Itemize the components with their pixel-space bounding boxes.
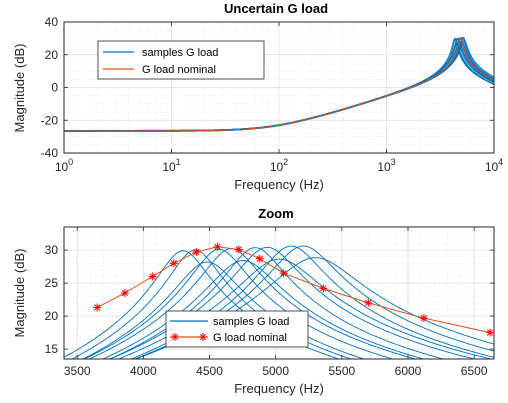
x-tick-label: 101: [162, 157, 180, 174]
y-tick-labels: 40 20 0 -20 -40: [41, 15, 59, 160]
grid: [64, 227, 494, 359]
x-tick-label: 5500: [328, 364, 355, 378]
legend-box: [97, 40, 265, 80]
nominal-asterisk-marker: [419, 314, 428, 323]
x-tick-label: 5000: [262, 364, 289, 378]
legend-samples-label: samples G load: [213, 316, 289, 328]
legend-asterisk-marker: [171, 333, 179, 341]
nominal-asterisk-marker: [279, 269, 288, 278]
series-samples-line-5: [88, 248, 418, 359]
x-tick-label: 4000: [130, 364, 157, 378]
x-axis-label: Frequency (Hz): [234, 177, 324, 192]
x-tick-label: 6500: [461, 364, 488, 378]
y-tick-labels: 30 25 20 15: [45, 243, 59, 356]
x-axis-label: Frequency (Hz): [234, 381, 324, 396]
nominal-asterisk-marker: [255, 254, 264, 263]
nominal-asterisk-marker: [120, 289, 129, 297]
x-tick-label: 100: [55, 157, 73, 174]
series-samples-line-10: [130, 245, 494, 359]
data-lines: [64, 36, 495, 132]
y-tick-label: 30: [45, 243, 59, 257]
x-tick-label: 4500: [196, 364, 223, 378]
y-tick-label: 40: [45, 15, 59, 29]
legend-samples-label: samples G load: [142, 47, 218, 59]
nominal-asterisk-marker: [148, 272, 157, 281]
legend-box: [165, 310, 309, 348]
chart-title: Uncertain G load: [224, 1, 328, 16]
legend: samples G load G load nominal: [165, 310, 309, 348]
series-samples-line-9: [117, 258, 494, 359]
nominal-asterisk-marker: [169, 259, 178, 268]
x-tick-labels: 3500 4000 4500 5000 5500 6000 6500: [64, 364, 488, 378]
nominal-asterisk-marker: [192, 248, 201, 257]
nominal-asterisk-marker: [213, 242, 222, 251]
y-tick-label: 15: [45, 342, 59, 356]
series-samples-line-4: [83, 248, 395, 359]
x-tick-label: 6000: [395, 364, 422, 378]
x-tick-labels: 100 101 102 103 104: [55, 157, 503, 174]
series-nominal-line: [64, 37, 495, 132]
y-axis-label: Magnitude (dB): [12, 44, 27, 133]
nominal-asterisk-marker: [319, 284, 328, 293]
axis-ticks: [63, 21, 495, 154]
legend: samples G load G load nominal: [97, 40, 265, 80]
axes-box: [63, 226, 495, 360]
legend-nominal-label: G load nominal: [142, 64, 216, 76]
nominal-asterisk-marker: [234, 245, 243, 254]
y-tick-label: 0: [51, 81, 58, 95]
x-tick-label: 104: [485, 157, 503, 174]
chart-title: Zoom: [258, 206, 293, 221]
legend-asterisk-marker: [199, 333, 207, 341]
y-tick-label: 25: [45, 276, 59, 290]
y-tick-label: -40: [41, 146, 59, 160]
y-tick-label: 20: [45, 48, 59, 62]
x-tick-label: 103: [377, 157, 395, 174]
chart-uncertain-g-load: Uncertain G load 100 101 102 103 104 40 20 0 -2…: [12, 1, 503, 192]
y-axis-label: Magnitude (dB): [12, 249, 27, 338]
nominal-asterisk-marker: [93, 303, 102, 312]
x-tick-label: 102: [270, 157, 288, 174]
y-tick-label: -20: [41, 113, 59, 127]
nominal-asterisk-marker: [364, 298, 373, 307]
y-tick-label: 20: [45, 309, 59, 323]
legend-nominal-label: G load nominal: [213, 332, 287, 344]
nominal-asterisk-marker: [486, 328, 494, 337]
series-samples-line-7: [108, 247, 445, 359]
chart-zoom: Zoom 3500 4000 4500 5000 5500 6000 6500 30 25 20…: [12, 206, 495, 396]
axis-ticks: [64, 227, 494, 359]
x-tick-label: 3500: [64, 364, 91, 378]
